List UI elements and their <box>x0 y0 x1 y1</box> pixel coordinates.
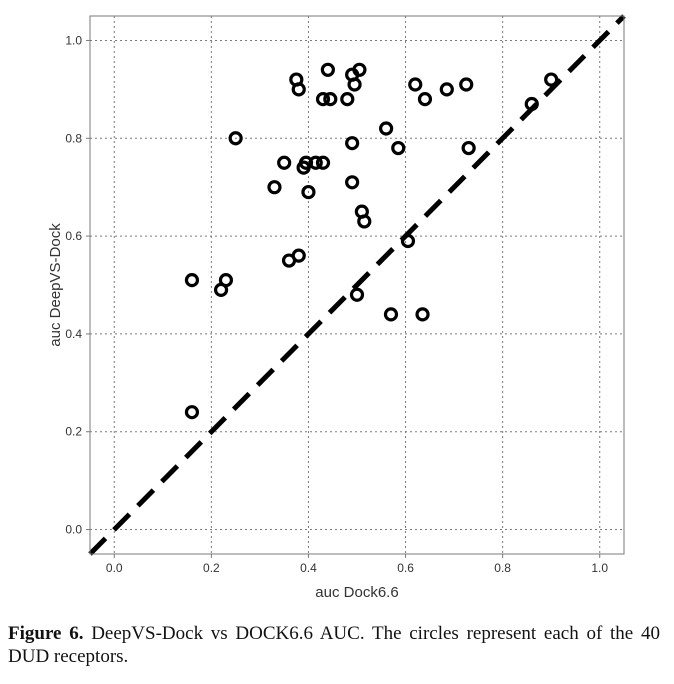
data-point-6 <box>267 180 282 195</box>
x-axis-tick-labels: 0.0 0.2 0.4 0.6 0.8 1.0 <box>106 554 608 575</box>
data-point-18 <box>320 62 335 77</box>
data-point-36 <box>439 82 454 97</box>
data-point-28 <box>357 214 372 229</box>
data-point-25 <box>349 287 365 302</box>
data-point-31 <box>391 140 406 156</box>
data-point-9 <box>291 248 306 263</box>
data-point-22 <box>345 175 360 190</box>
data-point-7 <box>277 155 292 170</box>
x-tick-label: 0.0 <box>106 561 123 575</box>
data-point-17 <box>315 92 331 107</box>
data-point-15 <box>308 155 323 170</box>
figure-caption: Figure 6. DeepVS-Dock vs DOCK6.6 AUC. Th… <box>8 622 660 668</box>
data-point-4 <box>218 273 234 288</box>
figure-caption-text: DeepVS-Dock vs DOCK6.6 AUC. The circles … <box>8 623 660 667</box>
y-tick-label: 0.2 <box>65 425 82 439</box>
x-tick-label: 0.2 <box>203 561 220 575</box>
y-axis-tick-labels: 0.0 0.2 0.4 0.6 0.8 1.0 <box>65 33 90 537</box>
data-point-37 <box>459 77 474 92</box>
y-tick-label: 0.6 <box>65 229 82 243</box>
x-axis-title: auc Dock6.6 <box>315 584 398 601</box>
data-point-32 <box>400 233 416 249</box>
data-point-29 <box>379 121 394 136</box>
data-point-14 <box>301 184 316 200</box>
data-point-30 <box>383 307 399 322</box>
data-point-21 <box>345 136 360 151</box>
y-tick-label: 0.4 <box>65 327 82 341</box>
data-point-2 <box>184 273 200 288</box>
y-tick-label: 0.8 <box>65 131 82 145</box>
x-tick-label: 1.0 <box>591 561 608 575</box>
x-tick-label: 0.6 <box>397 561 414 575</box>
y-tick-label: 1.0 <box>65 33 82 47</box>
data-point-24 <box>347 77 362 92</box>
plot-frame <box>89 15 625 555</box>
data-point-33 <box>408 77 423 92</box>
identity-reference-line <box>88 14 626 556</box>
data-point-1 <box>184 405 200 420</box>
x-tick-label: 0.4 <box>300 561 317 575</box>
y-axis-title: auc DeepVS-Dock <box>47 223 64 347</box>
data-points <box>184 62 559 420</box>
data-point-5 <box>228 131 243 146</box>
data-point-40 <box>544 72 559 87</box>
data-point-35 <box>417 92 433 107</box>
data-point-11 <box>291 82 306 97</box>
data-point-19 <box>323 92 338 107</box>
data-point-26 <box>352 62 367 77</box>
y-tick-label: 0.0 <box>65 523 82 537</box>
data-point-38 <box>461 140 476 156</box>
scatter-chart: 0.0 0.2 0.4 0.6 0.8 1.0 0.0 0.2 0.4 0.6 0.8 1.0 au… <box>47 14 626 601</box>
data-point-34 <box>415 307 430 322</box>
figure-caption-label: Figure 6. <box>8 623 84 644</box>
data-point-16 <box>315 155 331 170</box>
x-tick-label: 0.8 <box>494 561 511 575</box>
data-point-39 <box>524 96 539 112</box>
data-point-20 <box>340 92 355 107</box>
